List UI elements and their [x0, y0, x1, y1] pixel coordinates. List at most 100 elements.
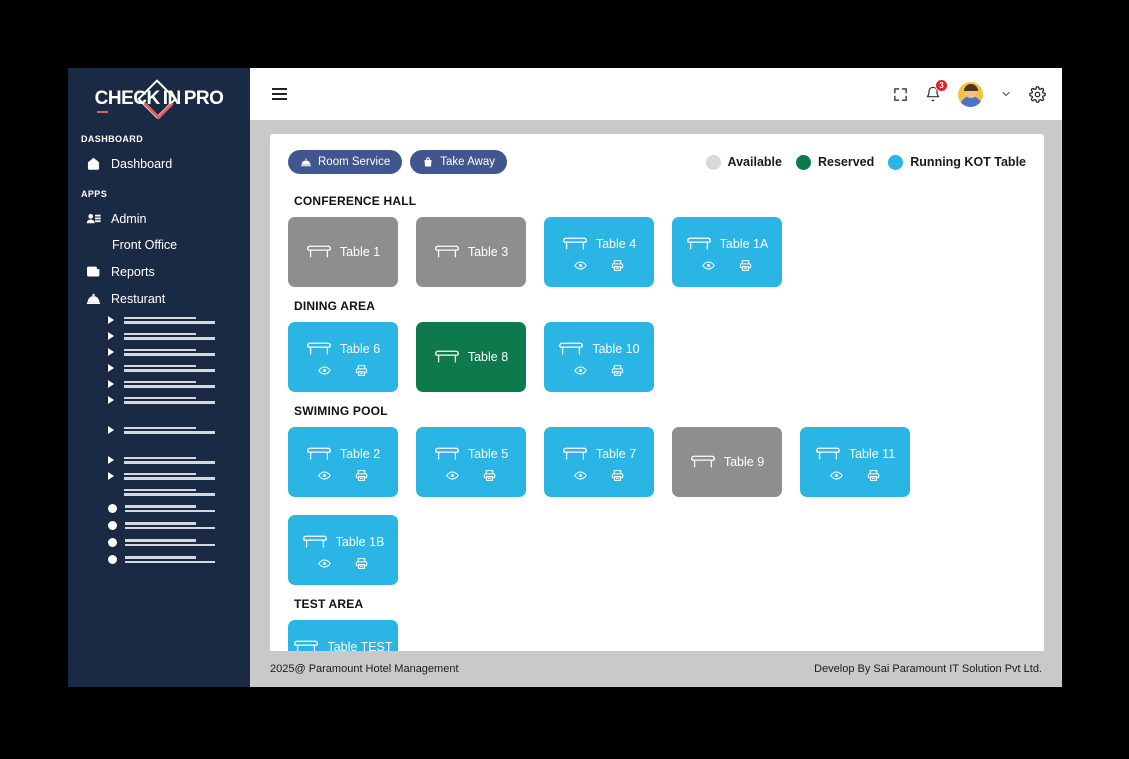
app-window: CHECK IN PRO DASHBOARD Dashboard APPS — [68, 68, 1062, 687]
sidebar-item-front-office[interactable]: Front Office — [68, 232, 250, 258]
table-icon — [306, 445, 332, 463]
printer-icon[interactable] — [355, 469, 368, 482]
sidebar-skeleton-row — [68, 517, 250, 534]
chevron-right-icon — [108, 316, 116, 324]
sidebar-skeleton-row — [68, 312, 250, 328]
eye-icon[interactable] — [574, 259, 587, 272]
cloche-icon — [301, 158, 311, 167]
take-away-button[interactable]: Take Away — [410, 150, 507, 174]
table-card[interactable]: Table 4 — [544, 217, 654, 287]
table-card-head: Table 6 — [306, 340, 380, 358]
gear-icon[interactable] — [1029, 85, 1046, 103]
table-card-actions — [574, 364, 624, 377]
fullscreen-icon[interactable] — [893, 87, 908, 102]
printer-icon[interactable] — [483, 469, 496, 482]
sidebar-item-label: Front Office — [112, 238, 178, 252]
table-card[interactable]: Table TEST — [288, 620, 398, 651]
table-label: Table 2 — [339, 446, 381, 461]
hamburger-icon[interactable] — [268, 84, 291, 104]
chevron-right-icon — [108, 396, 116, 404]
table-section: SWIMING POOL Table 2 Table 5 Table 7 Table 9… — [288, 404, 1026, 585]
eye-icon[interactable] — [574, 469, 587, 482]
chevron-down-icon[interactable] — [1000, 88, 1012, 100]
content-scroll: Room Service Take Away — [250, 120, 1062, 651]
eye-icon[interactable] — [830, 469, 843, 482]
table-card-head: Table TEST — [293, 638, 393, 652]
room-service-button[interactable]: Room Service — [288, 150, 403, 174]
status-legend: Available Reserved Running KOT Table — [705, 154, 1026, 170]
table-card[interactable]: Table 1A — [672, 217, 782, 287]
printer-icon[interactable] — [739, 259, 752, 272]
main-area: 3 — [250, 68, 1062, 687]
eye-icon[interactable] — [702, 259, 715, 272]
table-card-head: Table 1A — [686, 235, 769, 253]
section-title: TEST AREA — [294, 597, 364, 611]
bell-icon[interactable]: 3 — [925, 79, 948, 102]
table-card[interactable]: Table 1B — [288, 515, 398, 585]
table-label: Table 8 — [467, 350, 509, 364]
table-sections: CONFERENCE HALL Table 1 Table 3 Table 4 Tabl… — [288, 194, 1026, 651]
table-card[interactable]: Table 5 — [416, 427, 526, 497]
panel-toolbar: Room Service Take Away — [288, 150, 1026, 174]
table-card-actions — [574, 469, 624, 482]
table-label: Table 1A — [719, 236, 769, 251]
sidebar: CHECK IN PRO DASHBOARD Dashboard APPS — [68, 68, 250, 687]
table-icon — [306, 340, 332, 358]
table-card[interactable]: Table 7 — [544, 427, 654, 497]
logo-text-check: CHECK — [94, 88, 160, 113]
table-card[interactable]: Table 8 — [416, 322, 526, 392]
eye-icon[interactable] — [318, 364, 331, 377]
table-label: Table TEST — [327, 639, 393, 652]
sidebar-skeleton-row — [68, 484, 250, 500]
table-card[interactable]: Table 2 — [288, 427, 398, 497]
sidebar-skeleton-row — [68, 392, 250, 408]
table-label: Table 1 — [339, 245, 381, 259]
sidebar-item-resturant[interactable]: Resturant — [68, 285, 250, 312]
table-card-head: Table 1B — [302, 533, 384, 551]
table-card-actions — [446, 469, 496, 482]
table-card[interactable]: Table 10 — [544, 322, 654, 392]
printer-icon[interactable] — [611, 469, 624, 482]
table-card[interactable]: Table 11 — [800, 427, 910, 497]
topbar-actions: 3 — [893, 79, 1046, 107]
take-away-label: Take Away — [440, 156, 495, 168]
bullet-icon — [108, 555, 117, 564]
table-card[interactable]: Table 9 — [672, 427, 782, 497]
sidebar-skeleton-row — [68, 376, 250, 392]
table-label: Table 10 — [592, 341, 640, 356]
table-card[interactable]: Table 1 — [288, 217, 398, 287]
section-title: CONFERENCE HALL — [294, 194, 417, 208]
table-card-actions — [830, 469, 880, 482]
app-logo[interactable]: CHECK IN PRO — [68, 68, 250, 122]
legend-dot — [795, 154, 811, 170]
table-icon — [434, 445, 460, 463]
bag-icon — [424, 157, 432, 167]
printer-icon[interactable] — [611, 259, 624, 272]
printer-icon[interactable] — [355, 557, 368, 570]
table-section: CONFERENCE HALL Table 1 Table 3 Table 4 Tabl… — [288, 194, 1026, 287]
avatar[interactable] — [958, 81, 983, 107]
printer-icon[interactable] — [867, 469, 880, 482]
tables-panel: Room Service Take Away — [270, 134, 1044, 651]
printer-icon[interactable] — [355, 364, 368, 377]
table-card-row: Table 1 Table 3 Table 4 Table 1A — [288, 217, 1026, 287]
table-card-actions — [574, 259, 624, 272]
table-card[interactable]: Table 3 — [416, 217, 526, 287]
sidebar-item-label: Admin — [111, 211, 147, 226]
eye-icon[interactable] — [318, 557, 331, 570]
table-icon — [293, 638, 319, 651]
sidebar-item-dashboard[interactable]: Dashboard — [68, 150, 250, 177]
eye-icon[interactable] — [574, 364, 587, 377]
eye-icon[interactable] — [318, 469, 331, 482]
table-icon — [434, 243, 460, 261]
sidebar-item-reports[interactable]: Reports — [68, 258, 250, 285]
sidebar-skeleton-row — [68, 452, 250, 468]
eye-icon[interactable] — [446, 469, 459, 482]
table-label: Table 3 — [467, 245, 509, 259]
table-label: Table 6 — [339, 341, 381, 356]
legend-dot — [705, 154, 721, 170]
table-card[interactable]: Table 6 — [288, 322, 398, 392]
sidebar-item-admin[interactable]: Admin — [68, 205, 250, 232]
printer-icon[interactable] — [611, 364, 624, 377]
sidebar-skeleton-row — [68, 422, 250, 438]
